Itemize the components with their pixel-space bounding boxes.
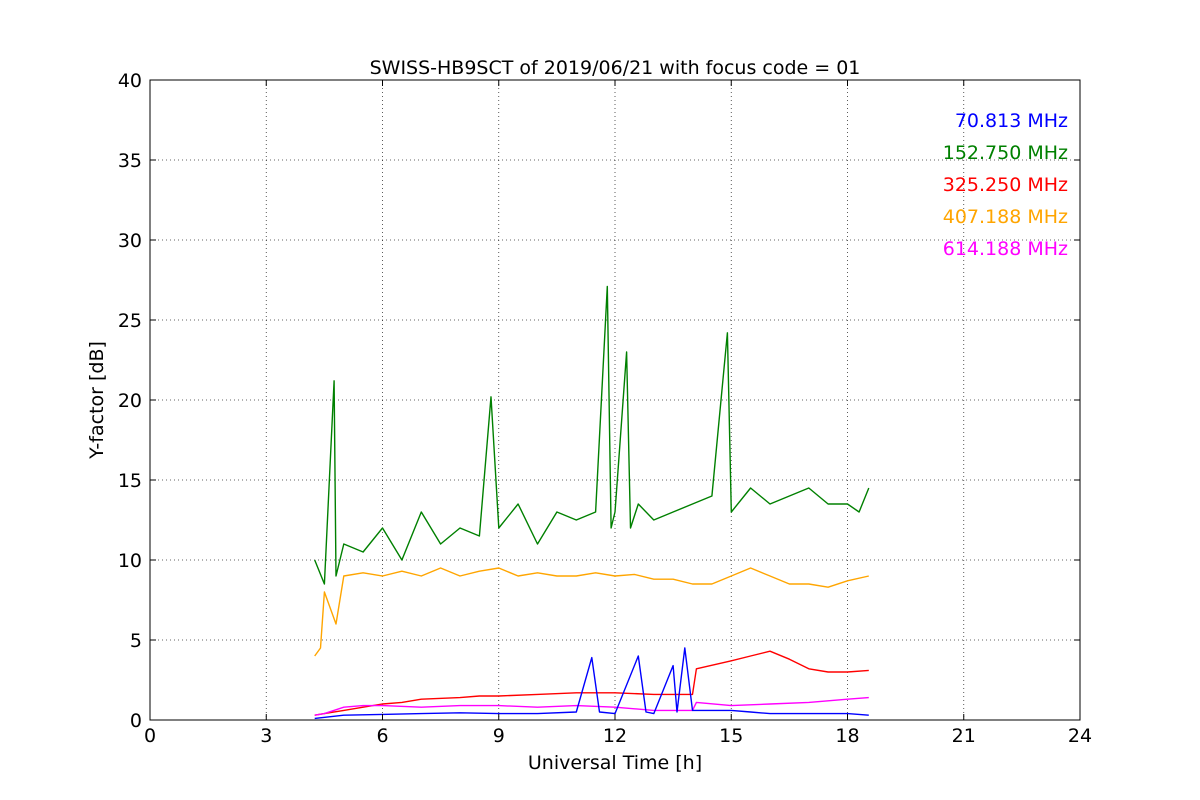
y-tick-label: 5 [130,630,142,652]
x-tick-label: 24 [1068,725,1092,747]
legend-entry: 407.188 MHz [943,206,1068,228]
legend-entry: 152.750 MHz [943,142,1068,164]
x-tick-label: 6 [376,725,388,747]
legend-entry: 70.813 MHz [955,110,1068,132]
plot-series [314,285,870,720]
x-tick-label: 18 [835,725,859,747]
y-tick-label: 35 [118,150,142,172]
series-line-407-188-MHz [314,567,869,657]
x-tick-label: 21 [952,725,976,747]
y-tick-label: 10 [118,550,142,572]
series-line-325-250-MHz [314,650,869,716]
series-line-152-750-MHz [314,285,870,585]
y-tick-label: 15 [118,470,142,492]
y-tick-label: 25 [118,310,142,332]
series-line-70-813-MHz [314,647,869,720]
y-axis-label: Y-factor [dB] [86,341,108,460]
series-line-614-188-MHz [314,696,869,716]
x-tick-label: 15 [719,725,743,747]
legend-entry: 614.188 MHz [943,238,1068,260]
y-tick-label: 20 [118,390,142,412]
axis-ticks: 0 3 6 9 12 15 18 21 24 0 5 10 15 20 25 30 35 40 [118,70,1092,747]
y-tick-label: 0 [130,710,142,732]
x-tick-label: 12 [603,725,627,747]
y-tick-label: 40 [118,70,142,92]
legend: 70.813 MHz 152.750 MHz 325.250 MHz 407.188 … [943,110,1068,260]
chart-title: SWISS-HB9SCT of 2019/06/21 with focus co… [370,57,861,79]
y-tick-label: 30 [118,230,142,252]
x-axis-label: Universal Time [h] [528,752,702,774]
x-tick-label: 9 [493,725,505,747]
x-tick-label: 0 [144,725,156,747]
legend-entry: 325.250 MHz [943,174,1068,196]
x-tick-label: 3 [260,725,272,747]
